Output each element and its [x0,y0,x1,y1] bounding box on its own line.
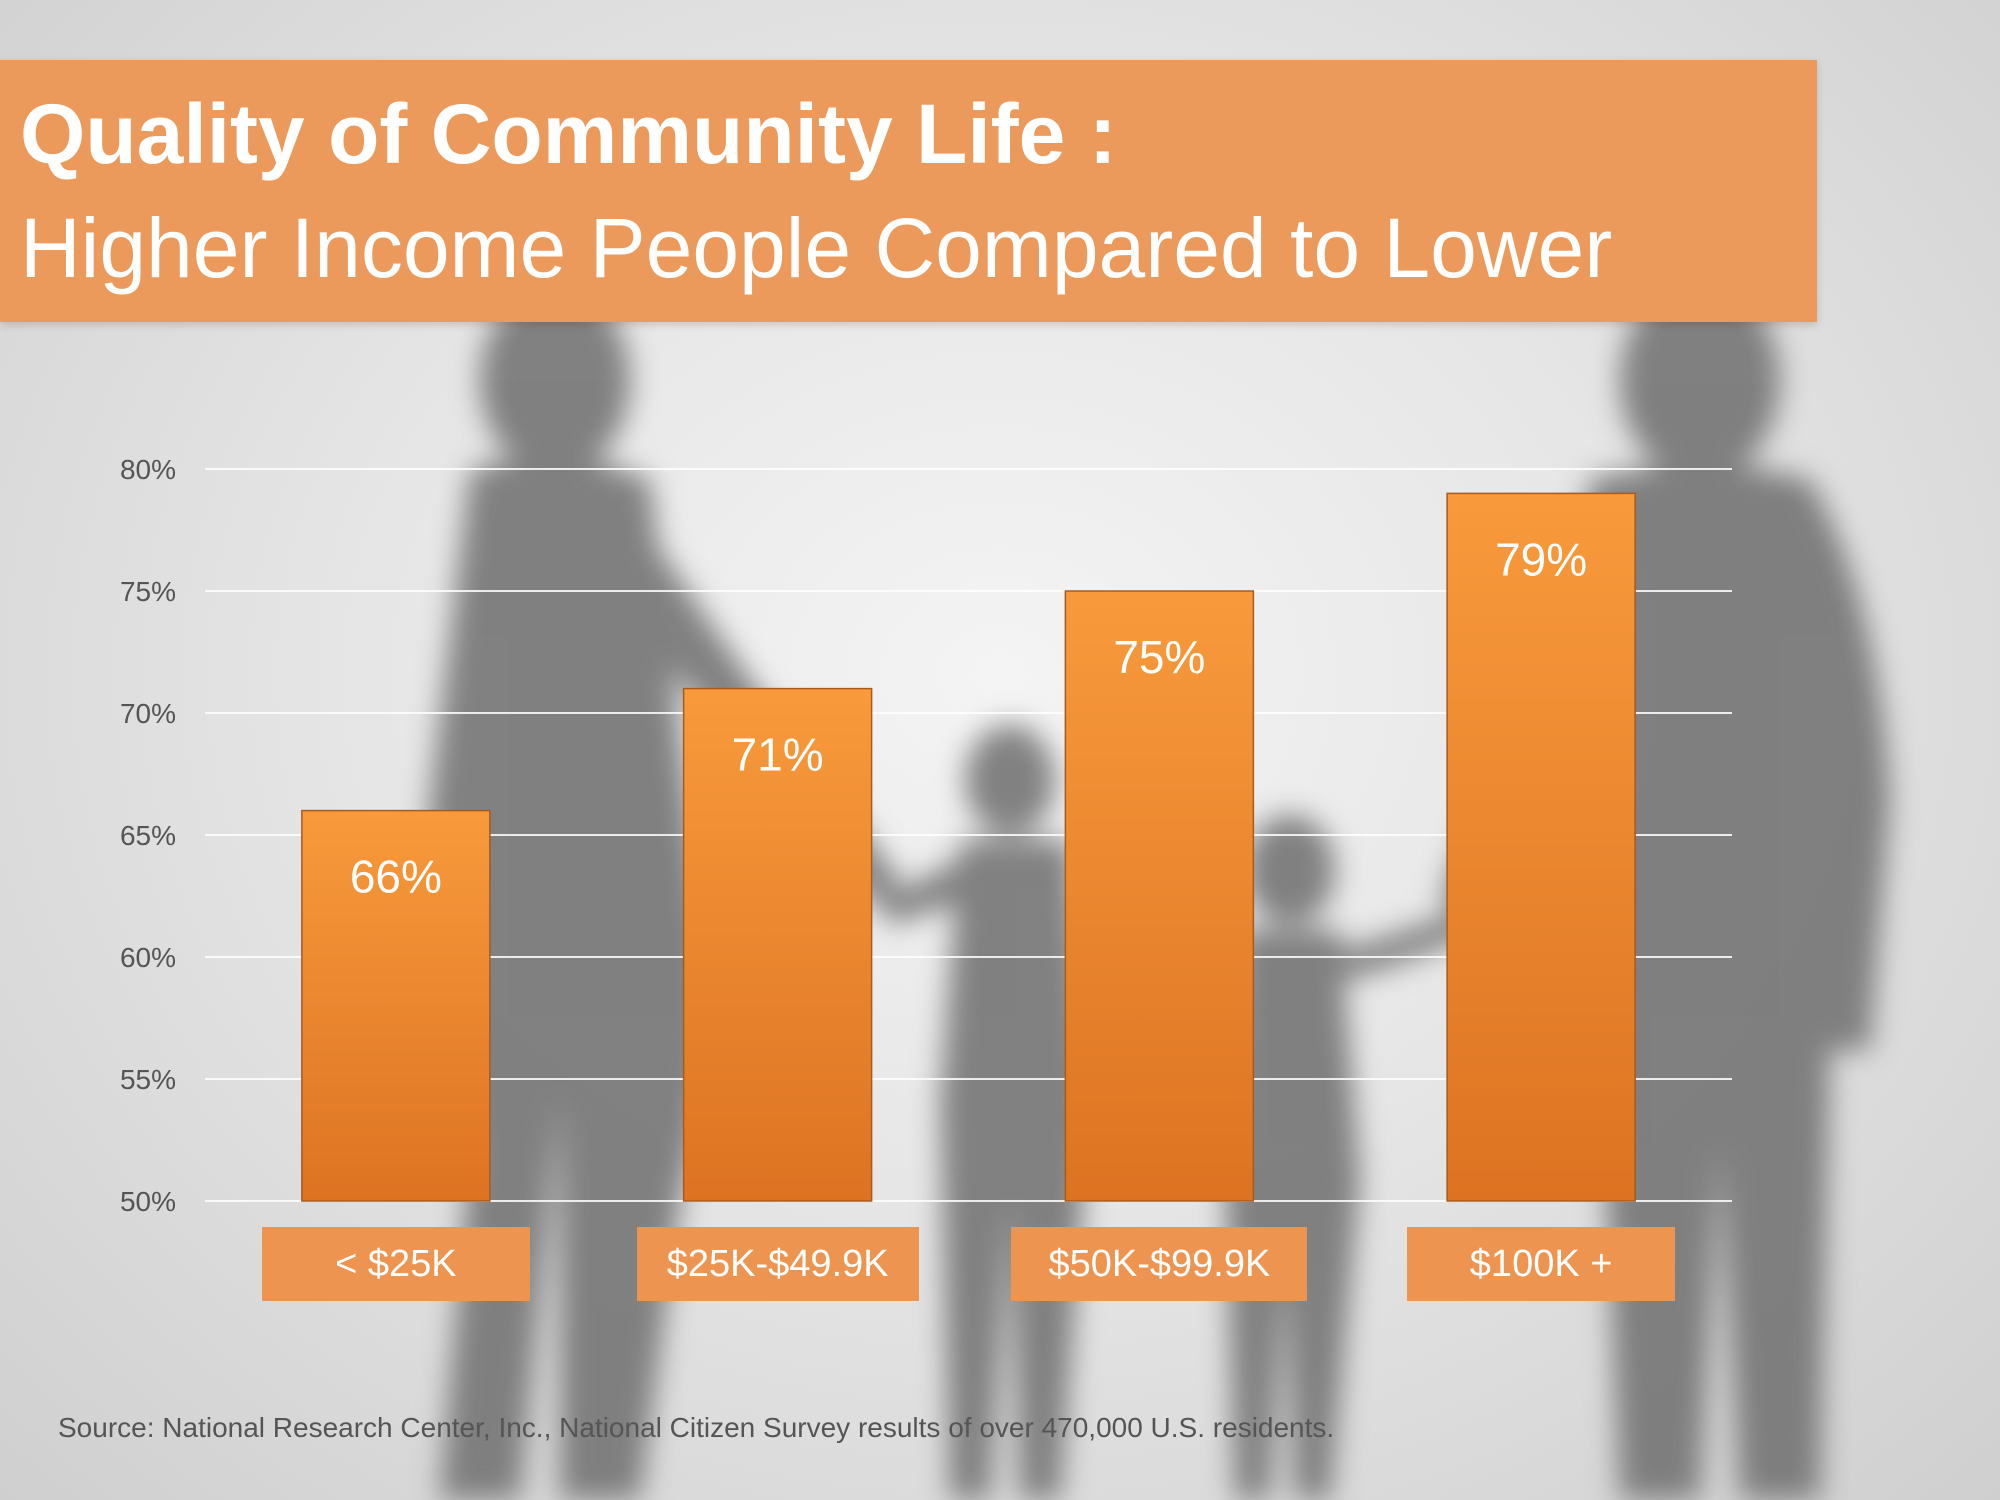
x-category-label: $50K-$99.9K [1011,1227,1308,1301]
x-category-label: < $25K [261,1227,530,1301]
bar [1064,590,1255,1202]
x-category-label: $100K + [1407,1227,1676,1301]
data-label: 71% [732,729,824,781]
data-label: 75% [1113,631,1205,683]
chart-subtitle: Higher Income People Compared to Lower [20,201,1613,295]
y-axis-ticks: 50% 55% 60% 65% 70% 75% 80% [120,454,176,1217]
y-tick-label: 50% [120,1186,176,1217]
bars [301,492,1636,1202]
x-category-label: $25K-$49.9K [636,1227,919,1301]
chart-title: Quality of Community Life : [20,87,1117,181]
bar [682,687,873,1202]
data-label: 66% [350,851,442,903]
y-tick-label: 55% [120,1064,176,1095]
title-banner: Quality of Community Life : Higher Incom… [0,60,1817,322]
y-tick-label: 65% [120,820,176,851]
bar [301,809,491,1202]
y-tick-label: 80% [120,454,176,485]
y-tick-label: 75% [120,576,176,607]
data-label: 79% [1495,533,1587,585]
y-tick-label: 60% [120,942,176,973]
bar [1446,492,1636,1202]
y-tick-label: 70% [120,698,176,729]
data-labels: 66% 71% 75% 79% [350,533,1587,902]
source-note: Source: National Research Center, Inc., … [58,1412,1335,1443]
